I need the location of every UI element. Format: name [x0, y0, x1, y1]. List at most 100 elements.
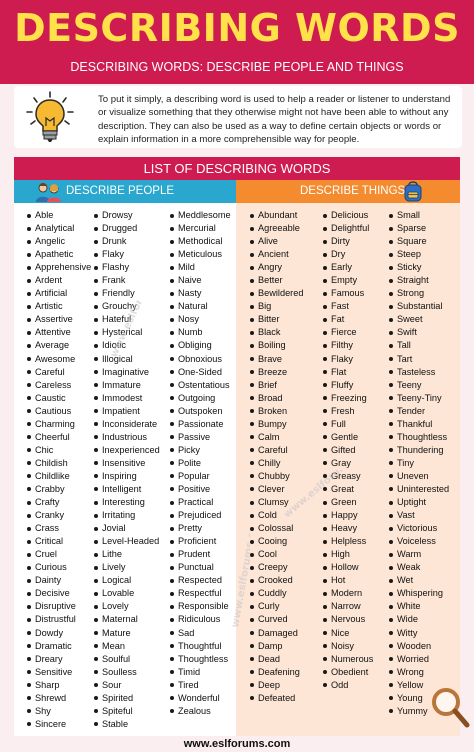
- word-item: Great: [322, 483, 373, 496]
- word-item: Awesome: [26, 353, 91, 366]
- word-item: Distrustful: [26, 613, 91, 626]
- word-item: Irritating: [93, 509, 160, 522]
- word-item: Clever: [249, 483, 303, 496]
- word-item: Sincere: [26, 718, 91, 731]
- word-item: Careful: [249, 444, 303, 457]
- word-item: Methodical: [169, 235, 231, 248]
- describe-people-panel: Able Analytical Angelic Apathetic Apprehensi…: [14, 203, 236, 736]
- word-item: Early: [322, 261, 373, 274]
- describe-things-panel: Abundant Agreeable Alive Ancient Angry Better…: [236, 203, 460, 736]
- word-item: Obedient: [322, 666, 373, 679]
- word-item: White: [388, 600, 449, 613]
- word-item: Abundant: [249, 209, 303, 222]
- word-item: Obnoxious: [169, 353, 231, 366]
- word-item: Voiceless: [388, 535, 449, 548]
- word-item: Happy: [322, 509, 373, 522]
- word-item: Shrewd: [26, 692, 91, 705]
- footer-url: www.eslforums.com: [183, 738, 291, 750]
- word-item: Warm: [388, 548, 449, 561]
- word-item: Childlike: [26, 470, 91, 483]
- word-item: Vast: [388, 509, 449, 522]
- word-item: Soulful: [93, 653, 160, 666]
- word-item: Delightful: [322, 222, 373, 235]
- word-item: Dry: [322, 248, 373, 261]
- word-item: Flat: [322, 366, 373, 379]
- word-item: Crooked: [249, 574, 303, 587]
- word-item: Cool: [249, 548, 303, 561]
- word-item: Steep: [388, 248, 449, 261]
- word-item: Crass: [26, 522, 91, 535]
- word-item: Tasteless: [388, 366, 449, 379]
- word-item: Chilly: [249, 457, 303, 470]
- word-item: Narrow: [322, 600, 373, 613]
- word-item: Hysterical: [93, 326, 160, 339]
- word-item: Lithe: [93, 548, 160, 561]
- word-item: Wide: [388, 613, 449, 626]
- word-item: Thankful: [388, 418, 449, 431]
- word-item: Average: [26, 339, 91, 352]
- word-item: Broad: [249, 392, 303, 405]
- word-item: Careless: [26, 379, 91, 392]
- word-item: Breeze: [249, 366, 303, 379]
- word-item: Uneven: [388, 470, 449, 483]
- word-item: Thoughtful: [169, 640, 231, 653]
- word-item: Flashy: [93, 261, 160, 274]
- word-item: Helpless: [322, 535, 373, 548]
- svg-text:www.eslforums.com: www.eslforums.com: [285, 470, 345, 520]
- word-item: Grouchy: [93, 300, 160, 313]
- page-title: DESCRIBING WORDS: [14, 6, 460, 50]
- word-item: Swift: [388, 326, 449, 339]
- word-item: Yellow: [388, 679, 449, 692]
- word-item: Inexperienced: [93, 444, 160, 457]
- word-item: Ancient: [249, 248, 303, 261]
- word-item: Sad: [169, 627, 231, 640]
- word-item: Ardent: [26, 274, 91, 287]
- word-item: Logical: [93, 574, 160, 587]
- describe-people-label: DESCRIBE PEOPLE: [66, 185, 175, 197]
- word-item: One-Sided: [169, 366, 231, 379]
- word-item: Drunk: [93, 235, 160, 248]
- word-item: Teeny-Tiny: [388, 392, 449, 405]
- word-item: Tired: [169, 679, 231, 692]
- describe-people-header: DESCRIBE PEOPLE: [14, 180, 236, 203]
- word-item: Cuddly: [249, 587, 303, 600]
- word-item: Proficient: [169, 535, 231, 548]
- word-item: Friendly: [93, 287, 160, 300]
- word-item: Yummy: [388, 705, 449, 718]
- word-item: Cooing: [249, 535, 303, 548]
- word-item: Tall: [388, 339, 449, 352]
- word-item: Colossal: [249, 522, 303, 535]
- word-item: Mercurial: [169, 222, 231, 235]
- word-item: Thundering: [388, 444, 449, 457]
- word-item: Sensitive: [26, 666, 91, 679]
- word-item: Famous: [322, 287, 373, 300]
- word-item: Soulless: [93, 666, 160, 679]
- word-item: Critical: [26, 535, 91, 548]
- word-item: Stable: [93, 718, 160, 731]
- word-item: Outspoken: [169, 405, 231, 418]
- word-item: Alive: [249, 235, 303, 248]
- word-item: Apprehensive: [26, 261, 91, 274]
- word-item: Dreary: [26, 653, 91, 666]
- word-item: Big: [249, 300, 303, 313]
- word-item: Decisive: [26, 587, 91, 600]
- word-item: Full: [322, 418, 373, 431]
- word-item: Wrong: [388, 666, 449, 679]
- word-item: Prejudiced: [169, 509, 231, 522]
- watermark-vertical: www.eslforums.com: [230, 515, 250, 629]
- word-item: Shy: [26, 705, 91, 718]
- word-item: Sweet: [388, 313, 449, 326]
- word-item: Chic: [26, 444, 91, 457]
- svg-text:www.eslforums.com: www.eslforums.com: [110, 300, 150, 359]
- word-item: Passionate: [169, 418, 231, 431]
- word-item: Able: [26, 209, 91, 222]
- word-item: Black: [249, 326, 303, 339]
- word-item: Hot: [322, 574, 373, 587]
- things-column-2: Delicious Delightful Dirty Dry Early Empty Fam…: [322, 209, 373, 692]
- word-item: Delicious: [322, 209, 373, 222]
- word-item: Insensitive: [93, 457, 160, 470]
- word-item: Immodest: [93, 392, 160, 405]
- word-item: Meddlesome: [169, 209, 231, 222]
- word-item: Lovely: [93, 600, 160, 613]
- word-item: Attentive: [26, 326, 91, 339]
